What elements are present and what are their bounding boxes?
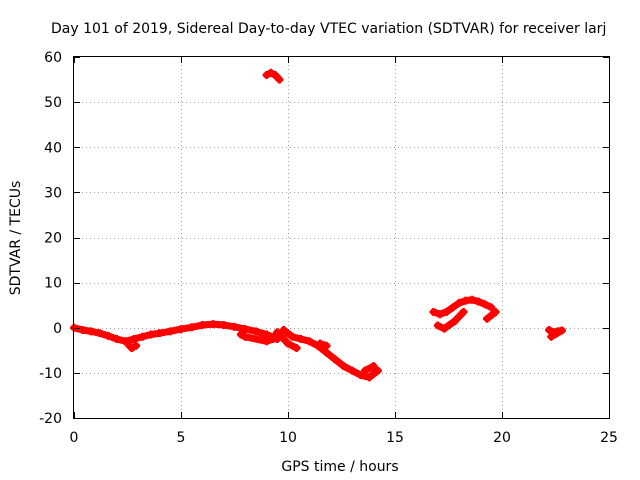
data-points xyxy=(70,68,566,382)
data-point xyxy=(292,344,301,353)
chart-title: Day 101 of 2019, Sidereal Day-to-day VTE… xyxy=(51,21,606,37)
y-tick-label: 10 xyxy=(44,276,62,292)
plot-frame xyxy=(73,56,610,419)
y-tick-label: -20 xyxy=(39,411,62,427)
data-point xyxy=(132,341,141,350)
data-point xyxy=(547,332,556,341)
series-segment-3 xyxy=(429,295,500,333)
series-segment-1 xyxy=(70,320,382,382)
data-point xyxy=(487,303,496,312)
y-tick-label: 50 xyxy=(44,95,62,111)
y-tick-label: 0 xyxy=(53,321,62,337)
series-segment-1-spurs xyxy=(123,328,378,375)
data-trace xyxy=(451,308,467,325)
x-tick-label: 15 xyxy=(386,430,404,446)
y-tick-label: 30 xyxy=(44,185,62,201)
y-axis-label: SDTVAR / TECUs xyxy=(8,181,24,296)
series-segment-2 xyxy=(262,68,284,84)
data-point xyxy=(373,366,382,375)
data-point xyxy=(491,307,500,316)
data-point xyxy=(459,307,468,316)
y-tick-label: 60 xyxy=(44,50,62,66)
data-point xyxy=(322,341,331,350)
y-tick-labels: -20 -10 0 10 20 30 40 50 60 xyxy=(39,50,62,427)
y-tick-label: 20 xyxy=(44,231,62,247)
x-tick-label: 5 xyxy=(177,430,186,446)
y-tick-label: 40 xyxy=(44,140,62,156)
x-axis-label: GPS time / hours xyxy=(281,459,398,475)
x-tick-label: 0 xyxy=(70,430,79,446)
x-tick-label: 20 xyxy=(493,430,511,446)
axis-ticks xyxy=(74,57,610,419)
x-tick-label: 25 xyxy=(600,430,618,446)
data-point xyxy=(369,362,378,371)
x-tick-label: 10 xyxy=(279,430,297,446)
series-segment-4 xyxy=(545,326,566,341)
y-tick-label: -10 xyxy=(39,366,62,382)
x-tick-labels: 0 5 10 15 20 25 xyxy=(70,430,618,446)
data-point xyxy=(275,75,284,84)
grid xyxy=(74,57,609,418)
